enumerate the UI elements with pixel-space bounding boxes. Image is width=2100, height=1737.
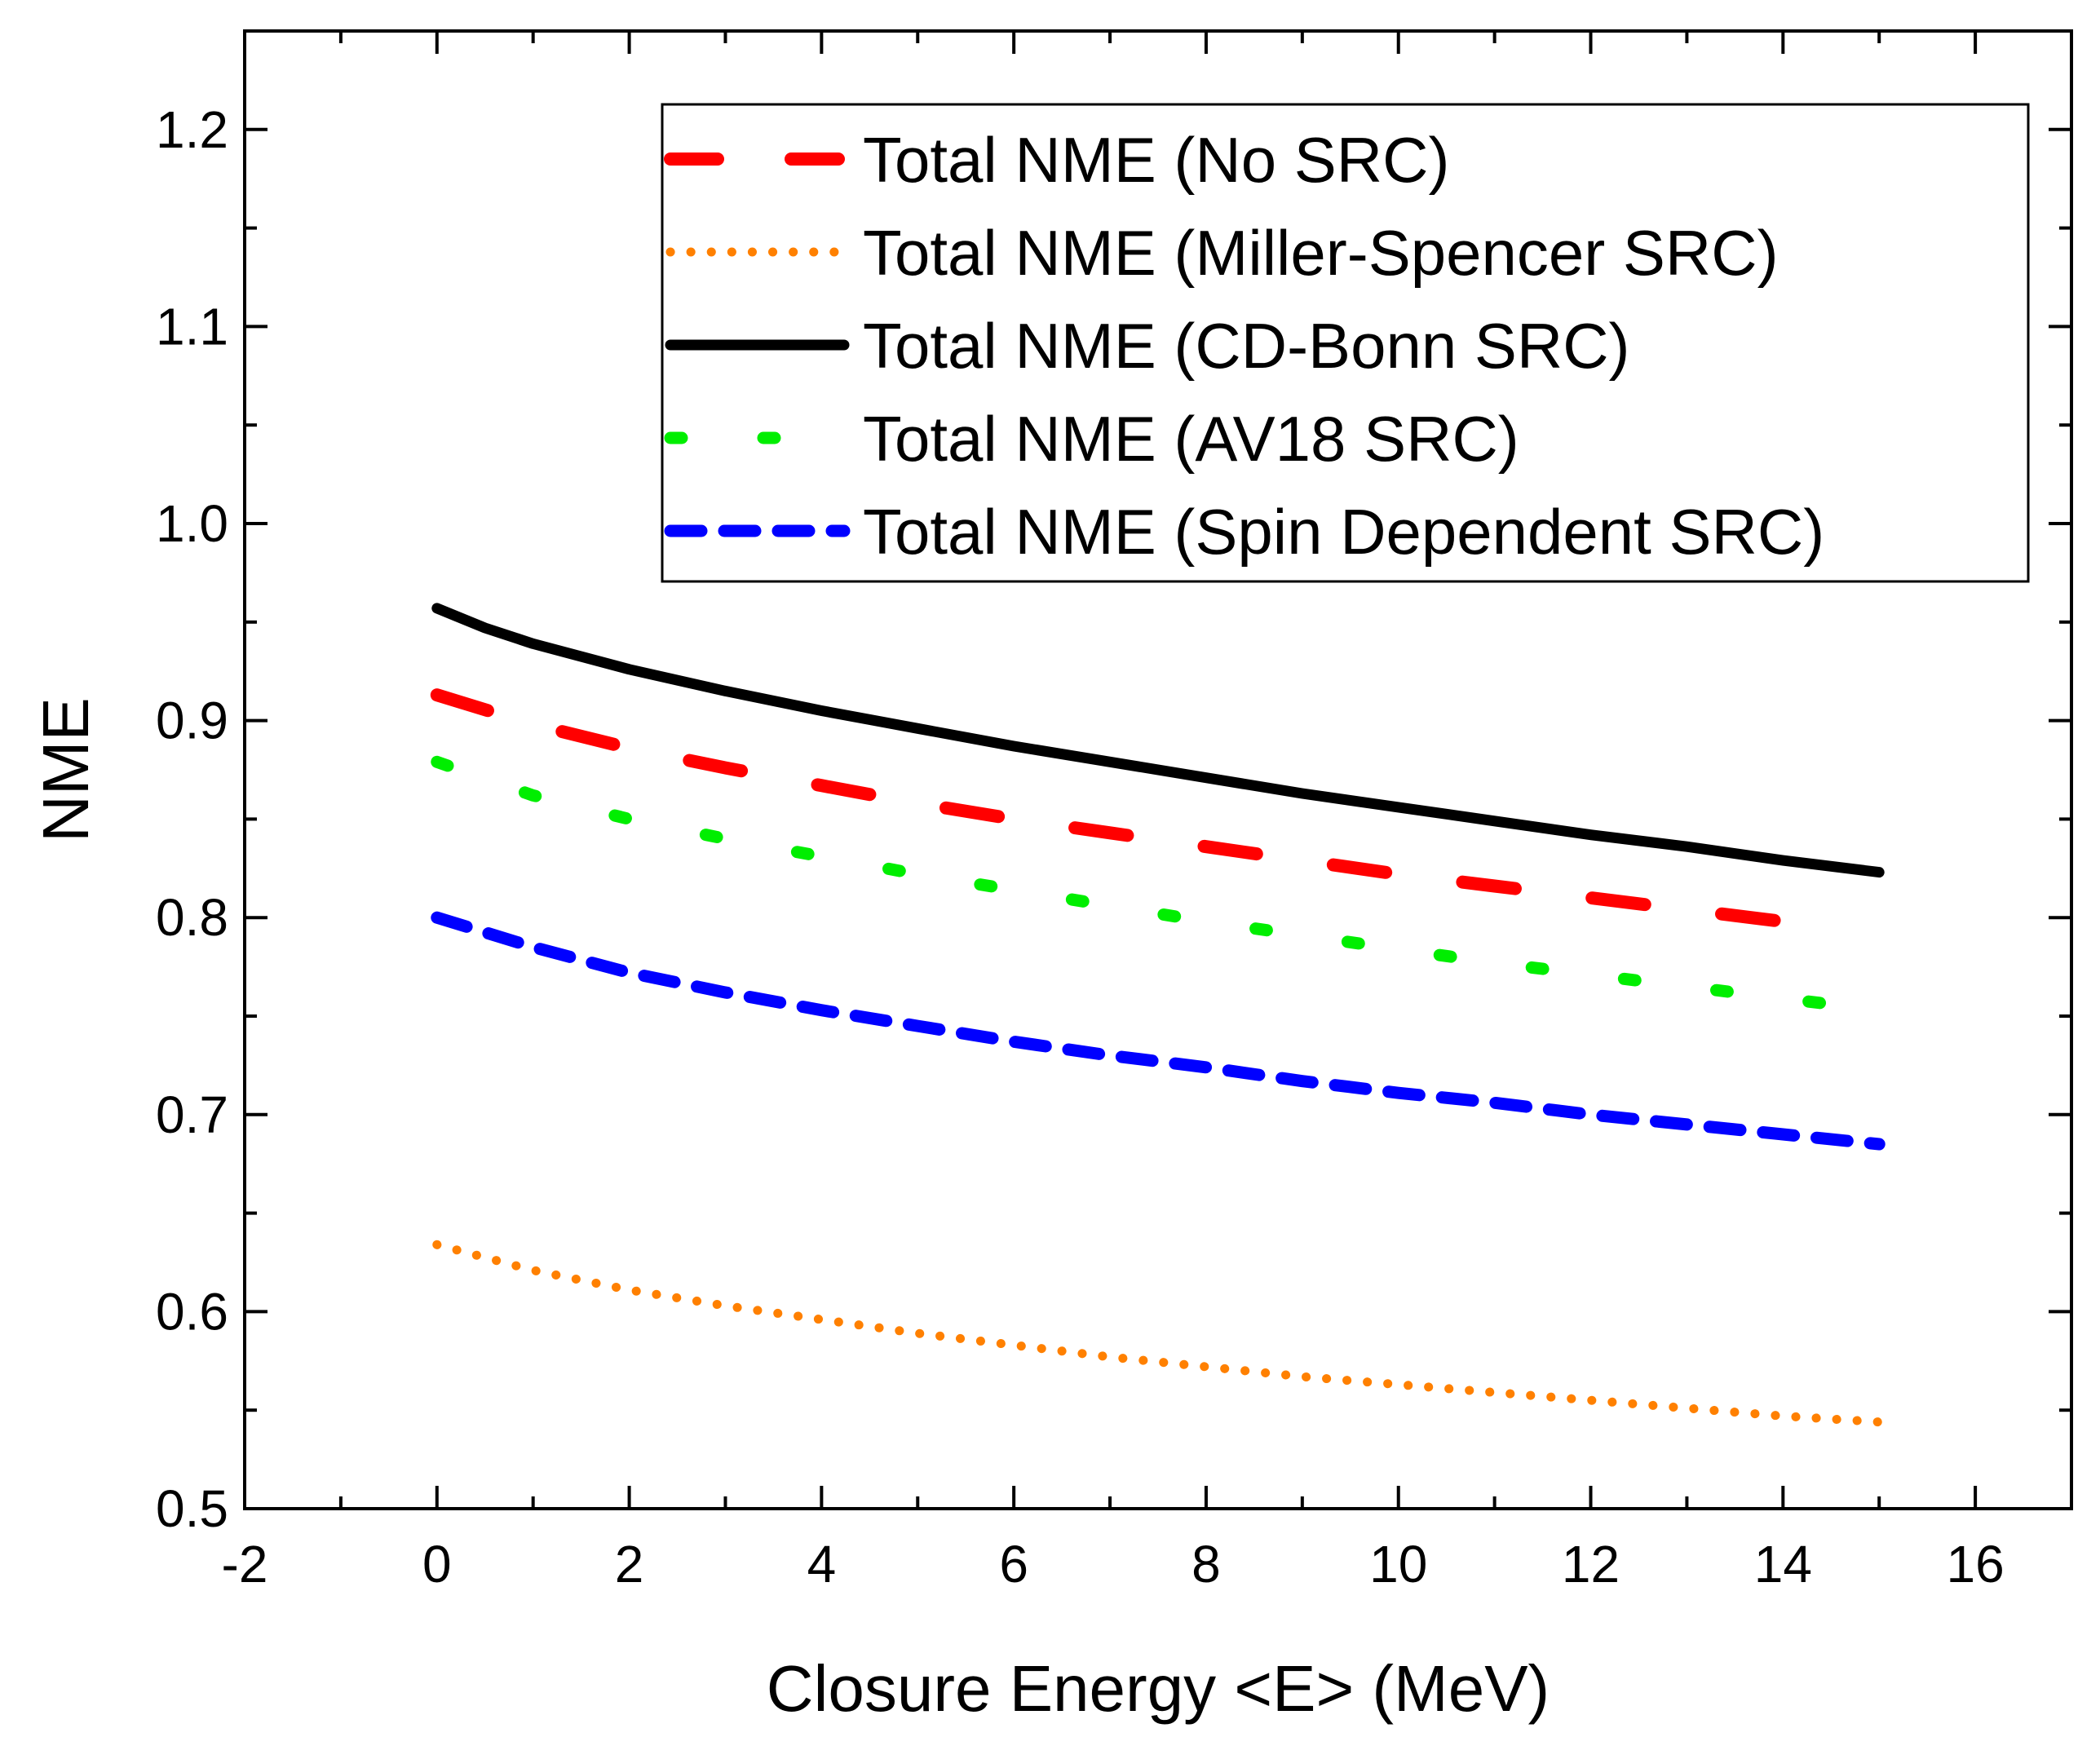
legend: Total NME (No SRC) Total NME (Miller-Spen… [661, 103, 2030, 583]
y-tick-label: 0.8 [156, 888, 228, 947]
plot-frame [243, 29, 2073, 1510]
x-tick-label: 16 [1947, 1535, 2005, 1593]
series-line-1 [432, 1240, 1884, 1427]
legend-box [661, 103, 2030, 583]
x-tick-label: 8 [1191, 1535, 1221, 1593]
x-axis-label: Closure Energy <E> (MeV) [767, 1652, 1550, 1725]
legend-label-0: Total NME (No SRC) [863, 124, 1449, 196]
legend-label-1: Total NME (Miller-Spencer SRC) [863, 217, 1779, 289]
y-tick-label: 1.0 [156, 494, 228, 553]
series-line-3 [431, 755, 1886, 1017]
y-tick-label: 0.7 [156, 1085, 228, 1144]
legend-label-2: Total NME (CD-Bonn SRC) [863, 310, 1630, 382]
y-tick-label: 0.9 [156, 692, 228, 750]
series-line-2 [431, 603, 1885, 878]
y-tick-label: 0.5 [156, 1479, 228, 1538]
y-tick-label: 1.2 [156, 100, 228, 159]
x-tick-label: 6 [999, 1535, 1028, 1593]
y-axis-label: NME [29, 697, 102, 842]
series-line-0 [430, 688, 1838, 935]
x-tick-label: 14 [1754, 1535, 1812, 1593]
axes-layer [243, 29, 2073, 1510]
series-line-4 [431, 911, 1886, 1151]
x-tick-label: 2 [615, 1535, 644, 1593]
series-layer [430, 603, 1886, 1427]
y-tick-label: 1.1 [156, 297, 228, 356]
y-tick-label: 0.6 [156, 1282, 228, 1341]
x-tick-label: -2 [222, 1535, 268, 1593]
x-tick-label: 4 [807, 1535, 837, 1593]
legend-label-4: Total NME (Spin Dependent SRC) [863, 496, 1824, 568]
x-tick-label: 12 [1562, 1535, 1620, 1593]
x-tick-label: 0 [422, 1535, 452, 1593]
legend-label-3: Total NME (AV18 SRC) [863, 403, 1519, 475]
x-tick-label: 10 [1369, 1535, 1427, 1593]
ticks-layer: -2 0 2 4 6 8 10 12 14 16 0.5 0.6 0.7 0.8 0.9 1.0 1.1 1.2 [156, 31, 2071, 1593]
